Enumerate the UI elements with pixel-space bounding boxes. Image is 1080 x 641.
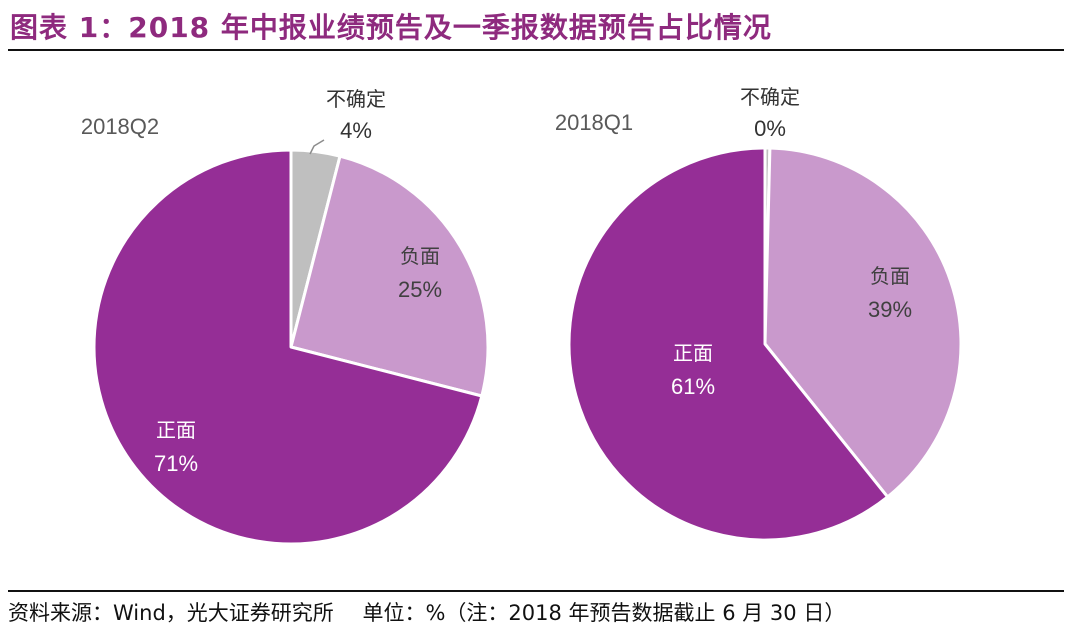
slice-value-positive: 71% (154, 451, 198, 476)
slice-label-negative: 负面 (400, 244, 440, 268)
slice-value-positive: 61% (671, 374, 715, 399)
slice-value-uncertain: 0% (754, 116, 786, 141)
slice-label-uncertain: 不确定 (326, 87, 386, 111)
slice-label-negative: 负面 (870, 264, 910, 288)
unit-text: 单位：%（注：2018 年预告数据截止 6 月 30 日） (362, 601, 846, 625)
slice-label-positive: 正面 (156, 418, 196, 442)
slice-value-uncertain: 4% (340, 118, 372, 143)
slice-value-negative: 39% (868, 297, 912, 322)
figure-title: 图表 1：2018 年中报业绩预告及一季报数据预告占比情况 (10, 11, 772, 44)
chart-title-2018q2: 2018Q2 (81, 114, 159, 139)
source-note: 资料来源：Wind，光大证券研究所 单位：%（注：2018 年预告数据截止 6 … (8, 597, 867, 627)
slice-label-positive: 正面 (673, 341, 713, 365)
pie-slice-positive (567, 146, 890, 542)
pie-charts: 2018Q2 不确定 4% 负面 25% 正面 71% 2018Q1 不确定 0% 负面 39% 正面 6… (81, 85, 963, 546)
slice-label-uncertain: 不确定 (740, 85, 800, 109)
source-text: 资料来源：Wind，光大证券研究所 (8, 601, 334, 625)
pie-slice-positive (92, 148, 484, 546)
top-divider (8, 49, 1064, 51)
slice-value-negative: 25% (398, 277, 442, 302)
pie-slice-negative (289, 154, 490, 398)
bottom-divider (8, 590, 1064, 592)
pie-2018q2: 2018Q2 不确定 4% 负面 25% 正面 71% (81, 87, 490, 546)
chart-title-2018q1: 2018Q1 (555, 110, 633, 135)
pie-2018q1: 2018Q1 不确定 0% 负面 39% 正面 61% (555, 85, 963, 542)
leader-line-uncertain (309, 139, 325, 155)
pie-slice-negative (763, 146, 963, 499)
